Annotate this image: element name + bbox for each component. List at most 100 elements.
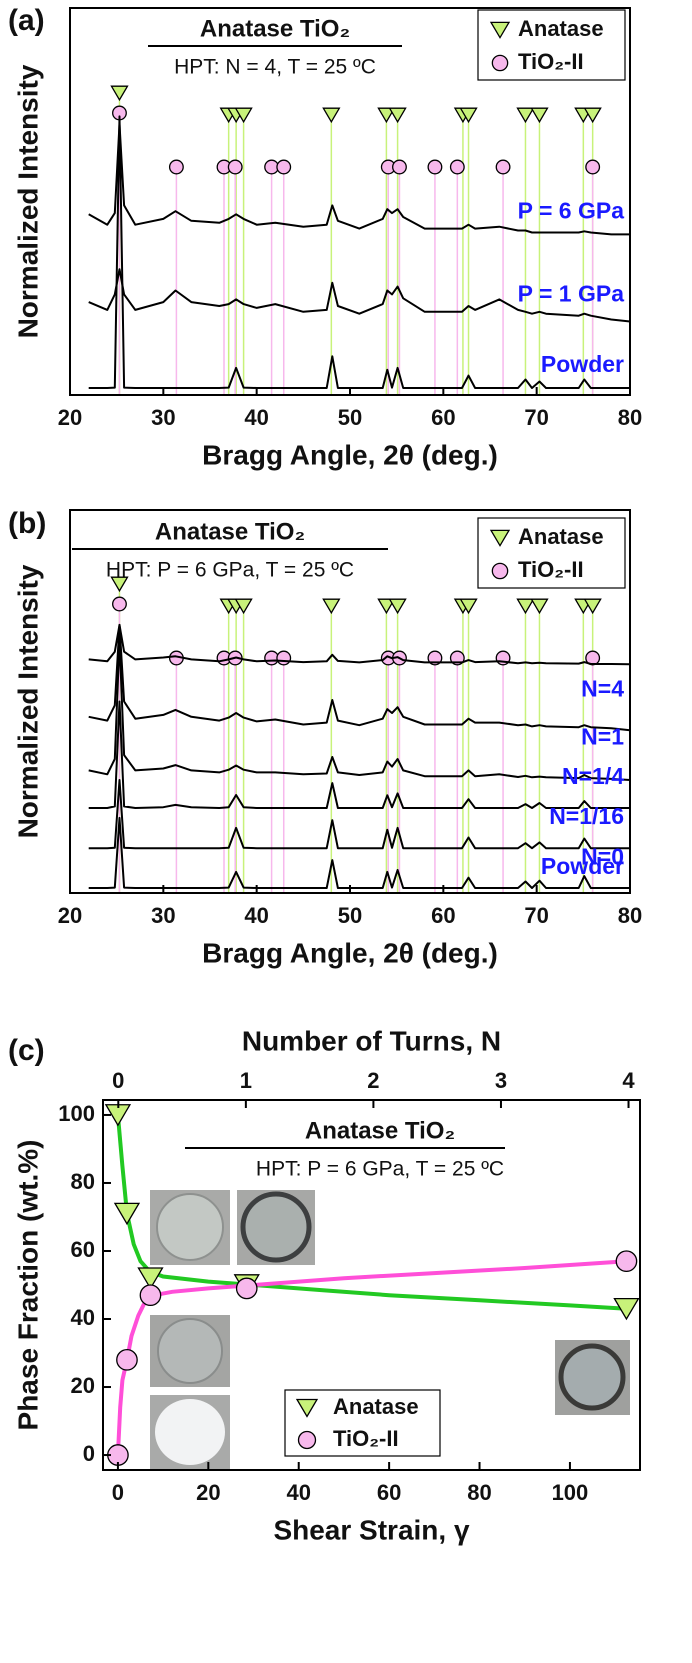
reference-marker	[276, 159, 292, 175]
legend-marker	[491, 562, 509, 580]
reference-marker	[234, 107, 253, 124]
subtitle: HPT: P = 6 GPa, T = 25 ºC	[256, 1158, 504, 1181]
reference-marker	[110, 85, 129, 102]
y-axis-label: Normalized Intensity	[12, 564, 43, 838]
reference-marker	[276, 650, 292, 666]
y-axis-label: Normalized Intensity	[12, 64, 43, 338]
pattern-line	[88, 779, 630, 850]
x-tick-label: 40	[244, 405, 268, 430]
legend-label: TiO₂-II	[518, 49, 584, 74]
plot-frame	[102, 1099, 641, 1471]
data-point	[116, 1348, 138, 1371]
y-tick-label: 40	[71, 1305, 95, 1330]
y-tick-label: 0	[83, 1441, 95, 1466]
title: Anatase TiO₂	[155, 518, 305, 545]
data-point	[113, 1202, 141, 1226]
legend-marker	[297, 1430, 317, 1450]
y-tick-label: 80	[71, 1169, 95, 1194]
reference-marker	[392, 159, 407, 175]
data-point	[137, 1267, 164, 1290]
legend-marker	[489, 529, 511, 547]
legend-label: TiO₂-II	[518, 557, 584, 582]
x2-tick-label: 0	[112, 1068, 124, 1093]
reference-marker	[377, 598, 396, 615]
y-tick-label: 20	[71, 1373, 95, 1398]
reference-marker	[459, 598, 478, 615]
reference-marker	[227, 159, 243, 175]
pattern-line	[88, 639, 631, 781]
reference-marker	[427, 159, 443, 175]
x-tick-label: 40	[244, 903, 268, 928]
x-tick-label: 50	[338, 903, 362, 928]
panel-label: (b)	[8, 507, 46, 540]
series-label: P = 1 GPa	[518, 281, 625, 307]
reference-marker	[234, 598, 253, 615]
panel-label: (c)	[8, 1034, 45, 1067]
reference-marker	[495, 159, 511, 175]
x-axis-label: Bragg Angle, 2θ (deg.)	[202, 937, 498, 968]
series-label: N=1/4	[562, 763, 624, 789]
pattern-line	[88, 700, 630, 809]
x-axis-label: Shear Strain, γ	[273, 1514, 470, 1545]
x-tick-label: 70	[524, 405, 548, 430]
title: Anatase TiO₂	[305, 1117, 455, 1144]
x-tick-label: 0	[112, 1480, 124, 1505]
pattern-line	[88, 115, 630, 389]
reference-marker	[322, 598, 341, 615]
reference-marker	[516, 598, 535, 615]
series-label: Powder	[541, 853, 624, 879]
reference-marker	[583, 107, 602, 124]
x-tick-label: 20	[58, 405, 82, 430]
reference-marker	[449, 159, 465, 175]
photo-disc	[157, 1318, 223, 1384]
x2-tick-label: 4	[622, 1068, 635, 1093]
x-tick-label: 20	[196, 1480, 220, 1505]
photo-disc	[558, 1343, 626, 1411]
x-tick-label: 80	[618, 405, 642, 430]
subtitle: HPT: P = 6 GPa, T = 25 ºC	[106, 559, 354, 582]
legend-marker	[295, 1398, 319, 1418]
legend-box	[284, 1389, 441, 1457]
x-tick-label: 80	[618, 903, 642, 928]
subtitle: HPT: N = 4, T = 25 ºC	[174, 56, 376, 79]
reference-marker	[459, 107, 478, 124]
panel-label: (a)	[8, 4, 45, 37]
x-tick-label: 30	[151, 903, 175, 928]
x2-tick-label: 2	[367, 1068, 379, 1093]
data-point	[615, 1250, 638, 1273]
reference-marker	[168, 159, 184, 175]
pattern-line	[88, 623, 631, 666]
pattern-line	[88, 623, 631, 732]
legend-marker	[491, 54, 509, 72]
x2-tick-label: 1	[240, 1068, 252, 1093]
series-label: N=1	[581, 723, 624, 749]
data-point	[613, 1297, 640, 1321]
series-label: N=0	[581, 843, 624, 869]
x-tick-label: 100	[552, 1480, 589, 1505]
reference-marker	[377, 107, 396, 124]
legend-box	[477, 517, 626, 589]
x-tick-label: 20	[58, 903, 82, 928]
title: Anatase TiO₂	[200, 15, 350, 42]
legend-marker	[489, 21, 511, 39]
legend-label: Anatase	[518, 16, 604, 41]
reference-marker	[585, 159, 601, 175]
legend-box	[477, 9, 626, 81]
series-label: P = 6 GPa	[518, 197, 625, 223]
reference-marker	[388, 107, 407, 124]
reference-marker	[112, 596, 127, 612]
reference-marker	[530, 107, 549, 124]
x-tick-label: 70	[524, 903, 548, 928]
x-tick-label: 60	[431, 405, 455, 430]
x-axis-label: Bragg Angle, 2θ (deg.)	[202, 439, 498, 470]
x-tick-label: 30	[151, 405, 175, 430]
photo-disc	[155, 1399, 225, 1465]
data-point	[139, 1284, 162, 1307]
series-label: Powder	[541, 351, 624, 377]
reference-marker	[110, 576, 129, 593]
legend-label: Anatase	[518, 524, 604, 549]
y-axis-label: Phase Fraction (wt.%)	[12, 1140, 43, 1431]
x-tick-label: 60	[431, 903, 455, 928]
legend-label: TiO₂-II	[333, 1426, 399, 1451]
